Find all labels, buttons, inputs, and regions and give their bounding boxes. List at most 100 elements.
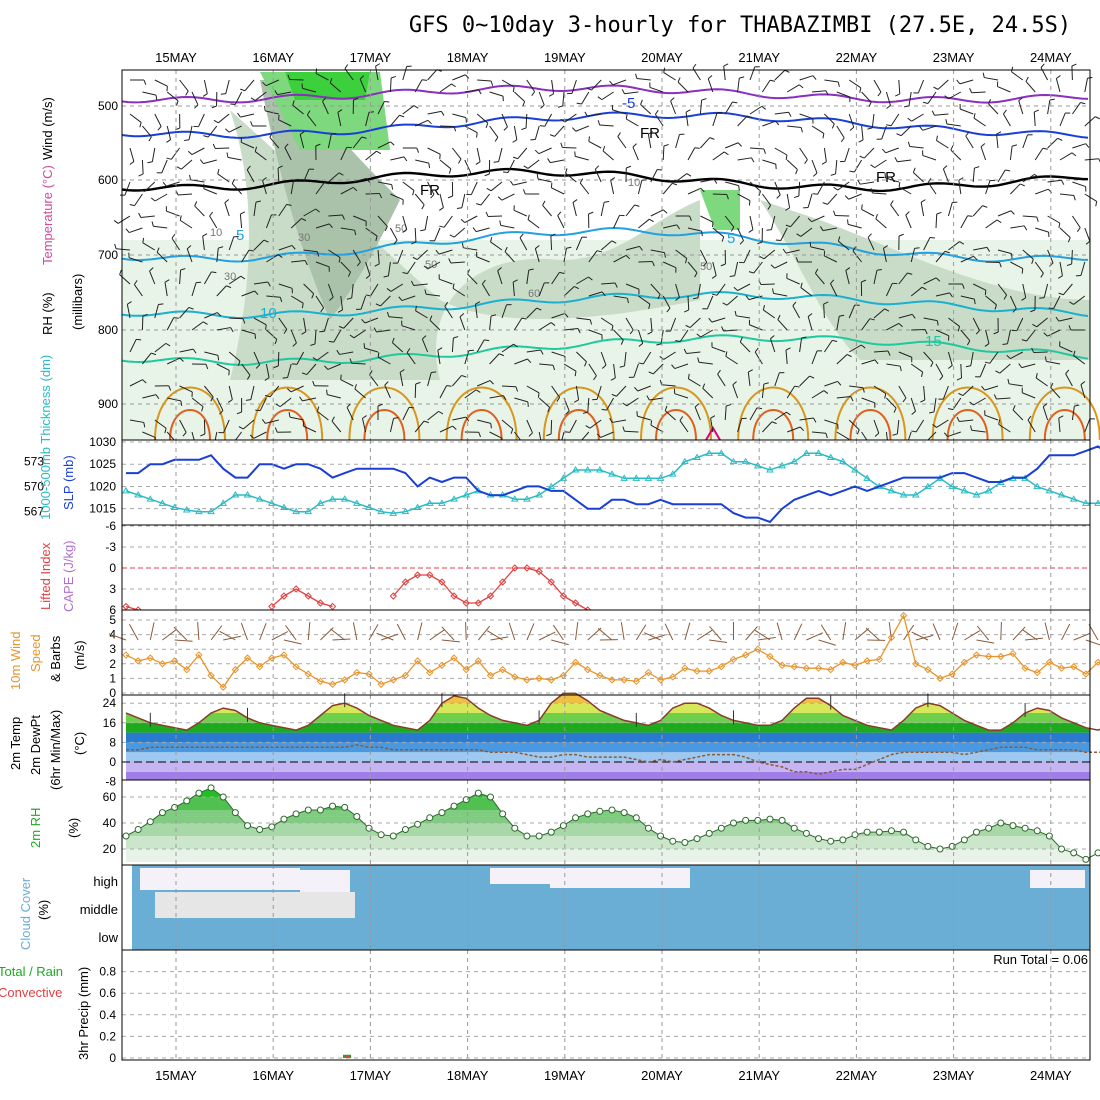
wind-barb-flag (338, 257, 341, 263)
wind-barb (606, 397, 615, 411)
wind-barb (153, 225, 168, 229)
wind-barb (936, 419, 949, 428)
wind-barb-flag (785, 347, 791, 351)
wind-barb (266, 254, 279, 263)
thickness-point (863, 474, 872, 481)
wind-barb-flag (965, 131, 970, 137)
thickness-point (158, 499, 167, 506)
wind-barb-flag (632, 143, 637, 148)
wind-barb-flag (547, 158, 551, 163)
contour-25 (557, 409, 600, 441)
wind-barb (723, 329, 738, 332)
contour-label: 50 (395, 223, 407, 235)
wind-barb (464, 125, 478, 134)
precip-tick-label: 0.6 (99, 986, 116, 1000)
wind-barb (625, 317, 634, 331)
slp-bg (122, 440, 1090, 525)
wind-barb (563, 286, 575, 297)
wind-barb-flag (1034, 173, 1039, 178)
wind-barb (900, 125, 912, 137)
wind-barb-flag (947, 365, 953, 369)
thickness-point (377, 507, 386, 515)
rh-ylabel-unit: (%) (66, 818, 81, 838)
wind-barb (958, 180, 962, 195)
wind-barb-flag (416, 147, 420, 153)
wind-barb (327, 134, 332, 149)
wind-barb-flag (535, 245, 540, 249)
wind-barb-flag (173, 317, 179, 319)
wind10-point (1069, 663, 1078, 671)
wind-barb (979, 363, 987, 378)
wind-barb (1010, 261, 1023, 270)
wind-barb (481, 283, 491, 297)
wind-barb-flag (346, 403, 351, 408)
rh-point (1082, 855, 1090, 863)
wind10-point (863, 657, 871, 665)
wind-barb (998, 423, 1011, 433)
thickness-point (523, 495, 531, 502)
wind-barb (610, 180, 615, 195)
bottom-date-label: 17MAY (350, 1068, 392, 1083)
wind-barb (575, 385, 580, 400)
thickness-point (717, 449, 726, 456)
cloud-gap (175, 868, 295, 890)
wind-barb-flag (1048, 307, 1054, 309)
rh-point (329, 802, 337, 810)
upper-ylabel-wind: Wind (m/s) (40, 97, 55, 160)
wind-barb-flag (857, 179, 861, 185)
wind-barb (572, 202, 577, 217)
li-point (547, 578, 555, 586)
wind-barb-flag (574, 371, 577, 377)
wind-barb (439, 83, 452, 93)
wind-barb (538, 322, 552, 331)
wind10-barb (465, 621, 467, 641)
wind-barb-flag (763, 382, 769, 385)
wind-barb (365, 112, 370, 127)
wind-barb (601, 282, 616, 285)
wind-ylabel-1: 10m Wind (8, 631, 23, 690)
wind-barb-flag (237, 360, 241, 366)
wind-barb (612, 419, 627, 423)
wind-barb (241, 329, 256, 335)
wind-barb-flag (659, 379, 663, 385)
wind-barb (737, 283, 751, 292)
wind-barb-flag (761, 105, 767, 110)
wind-barb-flag (165, 342, 171, 347)
wind-barb (600, 431, 614, 438)
wind-barb-flag (975, 330, 980, 335)
wind-barb (501, 343, 514, 353)
wind-barb (988, 103, 999, 115)
wind-barb-flag (512, 156, 518, 160)
wind-barb-flag (283, 329, 288, 334)
wind-barb-flag (171, 233, 176, 239)
wind-barb-flag (748, 369, 753, 373)
wind-barb (670, 100, 677, 115)
wind-barb (726, 295, 738, 306)
wind-barb (896, 419, 900, 434)
wind-barb-flag (510, 428, 514, 434)
wind-barb (763, 249, 776, 260)
wind-barb (340, 379, 354, 387)
wind-barb-flag (796, 233, 802, 237)
wind-barb-flag (650, 420, 653, 426)
wind-barb-flag (944, 250, 950, 254)
wind10-barb (396, 623, 406, 641)
thickness-point (389, 509, 398, 516)
wind-barb-flag (490, 423, 492, 429)
wind-barb-flag (361, 318, 366, 324)
wind-barb (711, 346, 726, 353)
wind-barb-flag (856, 429, 860, 435)
wind-barb-flag (907, 117, 912, 122)
wind-barb-flag (328, 223, 333, 229)
wind-barb (599, 124, 614, 127)
li-tick-label: -3 (105, 540, 116, 554)
wind-barb-flag (799, 426, 805, 432)
wind-barb (1063, 283, 1073, 296)
wind10-barb (754, 629, 771, 641)
rh-shade-bright (285, 72, 370, 100)
wind-barb (663, 224, 677, 229)
wind-barb (663, 351, 676, 360)
wind-barb-flag (984, 343, 990, 347)
wind-barb (625, 204, 636, 217)
wind-barb-flag (263, 105, 266, 111)
